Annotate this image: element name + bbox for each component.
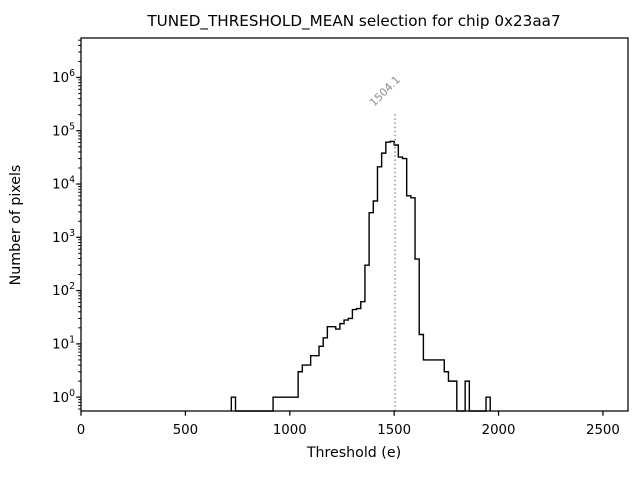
x-tick-label: 0 (77, 423, 85, 438)
plot-border (80, 37, 629, 412)
y-tick-label: 104 (52, 175, 75, 193)
x-axis-label: Threshold (e) (306, 445, 401, 461)
y-tick-label: 101 (52, 334, 75, 352)
axis-major-ticks (76, 76, 604, 416)
y-tick-label: 105 (52, 121, 75, 139)
x-tick-label: 2000 (482, 423, 516, 438)
y-tick-label: 106 (52, 68, 75, 86)
histogram-outline (230, 140, 491, 412)
x-tick-label: 1500 (377, 423, 411, 438)
y-axis-label: Number of pixels (8, 165, 24, 286)
y-tick-label: 102 (52, 281, 75, 299)
x-tick-label: 500 (173, 423, 198, 438)
axis-tick-labels: 0 500 1000 1500 2000 2500 100 101 102 103 104 105 10… (52, 68, 620, 438)
chart-title: TUNED_THRESHOLD_MEAN selection for chip … (146, 12, 560, 31)
y-tick-label: 103 (52, 228, 75, 246)
histogram-path (230, 140, 491, 412)
y-tick-label: 100 (52, 388, 75, 406)
x-tick-label: 1000 (273, 423, 307, 438)
threshold-annotation: 1504.1 (367, 73, 403, 109)
x-tick-label: 2500 (586, 423, 620, 438)
